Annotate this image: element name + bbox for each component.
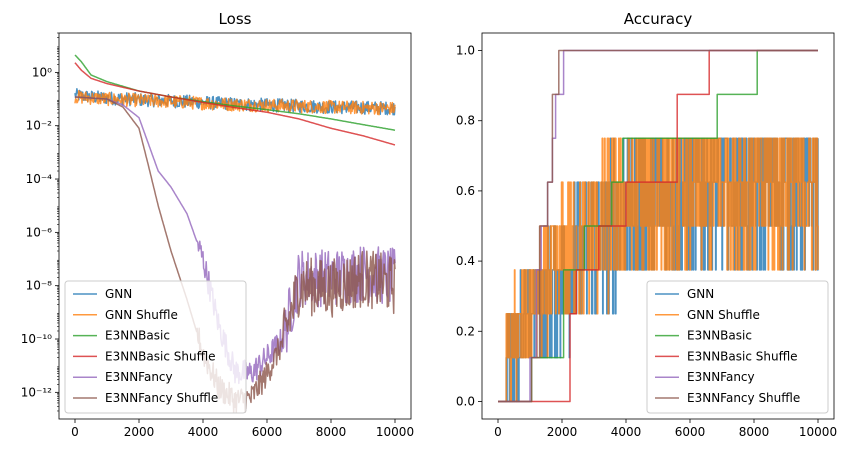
y-tick-label: 10⁻⁶ bbox=[26, 225, 53, 239]
x-tick-label: 6000 bbox=[252, 425, 283, 439]
legend-label-e3nnfancy: E3NNFancy bbox=[687, 370, 755, 384]
accuracy-panel: Accuracy 0 2000 4000 6000 8000 10000 0.0 0.2 0.4… bbox=[456, 10, 837, 439]
x-tick-label: 10000 bbox=[799, 425, 837, 439]
loss-title: Loss bbox=[219, 10, 252, 28]
y-tick-label: 0.6 bbox=[456, 184, 475, 198]
x-tick-label: 2000 bbox=[124, 425, 155, 439]
legend-label-gnn: GNN bbox=[687, 287, 714, 301]
legend-box bbox=[64, 280, 247, 414]
legend-label-gnn: GNN bbox=[105, 287, 132, 301]
series-line-e3nnbasic bbox=[498, 49, 818, 403]
y-tick-label: 10⁻⁴ bbox=[26, 172, 53, 186]
y-tick-label: 10⁻¹⁰ bbox=[21, 332, 52, 346]
y-tick-label: 10⁻² bbox=[26, 119, 53, 133]
legend-label-e3nnfancy: E3NNFancy bbox=[105, 370, 173, 384]
y-tick-label: 1.0 bbox=[456, 44, 475, 58]
x-tick-label: 10000 bbox=[376, 425, 414, 439]
legend-label-e3nnbasic: E3NNBasic bbox=[105, 329, 170, 343]
accuracy-axes-frame bbox=[481, 32, 835, 420]
loss-ticks: 0 2000 4000 6000 8000 10000 10⁻¹² 10⁻¹⁰ 10⁻⁸ 10⁻⁶… bbox=[21, 32, 414, 439]
accuracy-title: Accuracy bbox=[624, 10, 693, 28]
accuracy-legend: GNN GNN Shuffle E3NNBasic E3NNBasic Shuffle… bbox=[646, 280, 829, 414]
x-tick-label: 4000 bbox=[611, 425, 642, 439]
y-tick-label: 10⁰ bbox=[32, 65, 52, 79]
legend-label-gnn-shuffle: GNN Shuffle bbox=[105, 308, 178, 322]
accuracy-ticks: 0 2000 4000 6000 8000 10000 0.0 0.2 0.4 0.6 0.8 1.0 bbox=[456, 44, 837, 439]
series-line-e3nnfancy-shuffle bbox=[498, 49, 818, 403]
series-line-e3nnbasic-shuffle bbox=[498, 49, 818, 403]
x-tick-label: 0 bbox=[71, 425, 79, 439]
accuracy-plot-area bbox=[497, 49, 819, 403]
x-tick-label: 8000 bbox=[316, 425, 347, 439]
x-tick-label: 0 bbox=[494, 425, 502, 439]
legend-box bbox=[646, 280, 829, 414]
legend-label-gnn-shuffle: GNN Shuffle bbox=[687, 308, 760, 322]
x-tick-label: 8000 bbox=[739, 425, 770, 439]
series-line-e3nnbasic-shuffle bbox=[74, 62, 396, 146]
y-tick-label: 0.4 bbox=[456, 254, 475, 268]
loss-axes-frame bbox=[58, 32, 412, 420]
y-tick-label: 10⁻¹² bbox=[21, 385, 52, 399]
legend-label-e3nnbasic: E3NNBasic bbox=[687, 329, 752, 343]
legend-label-e3nnbasic-shuffle: E3NNBasic Shuffle bbox=[687, 349, 798, 363]
x-tick-label: 6000 bbox=[675, 425, 706, 439]
y-tick-label: 10⁻⁸ bbox=[26, 279, 53, 293]
y-tick-label: 0.2 bbox=[456, 324, 475, 338]
x-tick-label: 2000 bbox=[547, 425, 578, 439]
legend-label-e3nnfancy-shuffle: E3NNFancy Shuffle bbox=[687, 391, 800, 405]
x-tick-label: 4000 bbox=[188, 425, 219, 439]
y-tick-label: 0.0 bbox=[456, 394, 475, 408]
legend-label-e3nnfancy-shuffle: E3NNFancy Shuffle bbox=[105, 391, 218, 405]
legend-label-e3nnbasic-shuffle: E3NNBasic Shuffle bbox=[105, 349, 216, 363]
y-tick-label: 0.8 bbox=[456, 114, 475, 128]
loss-legend: GNN GNN Shuffle E3NNBasic E3NNBasic Shuffle… bbox=[64, 280, 247, 414]
series-line-gnn-shuffle bbox=[74, 90, 396, 116]
